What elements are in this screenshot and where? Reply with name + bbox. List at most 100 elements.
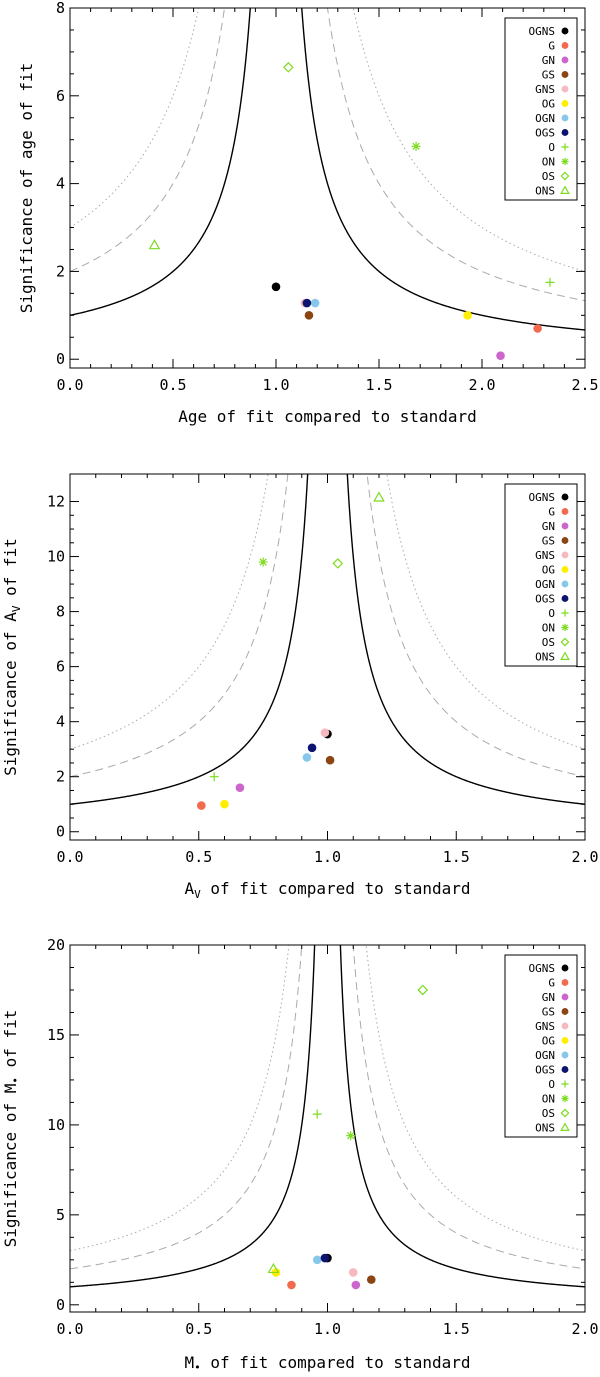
legend-label-os: OS — [542, 1107, 555, 1120]
curve-3-sigma-left — [70, 8, 200, 228]
y-tick-label: 5 — [56, 1206, 65, 1224]
curve-2-sigma-left — [70, 945, 303, 1270]
legend-marker-o — [561, 1080, 569, 1088]
legend-label-ons: ONS — [535, 651, 555, 664]
legend-label-ogs: OGS — [535, 1064, 555, 1077]
curve-3-sigma-left — [70, 474, 269, 750]
legend-label-ogn: OGN — [535, 1049, 555, 1062]
curve-1-sigma-right — [339, 945, 585, 1288]
sigma-curves — [70, 8, 585, 331]
x-tick-label: 0.0 — [56, 1320, 83, 1338]
y-tick-label: 0 — [56, 823, 65, 841]
y-tick-label: 2 — [56, 262, 65, 280]
point-o — [209, 772, 219, 782]
legend-label-gs: GS — [542, 1006, 555, 1019]
point-on — [411, 141, 421, 151]
y-axis-label: Significance of M• of fit — [1, 1010, 22, 1248]
legend-marker-on — [561, 1094, 569, 1103]
legend-marker-ogns — [561, 493, 569, 501]
curve-3-sigma-left — [70, 945, 290, 1252]
legend-label-ogs: OGS — [535, 127, 555, 140]
y-tick-label: 6 — [56, 658, 65, 676]
point-ogn — [302, 753, 312, 762]
legend-label-os: OS — [542, 636, 555, 649]
legend-label-og: OG — [542, 98, 555, 111]
point-on — [346, 1131, 356, 1141]
point-og — [220, 799, 229, 809]
x-tick-label: 1.0 — [262, 376, 289, 394]
point-gs — [366, 1275, 376, 1284]
legend-label-ogn: OGN — [535, 578, 555, 591]
legend-label-ons: ONS — [535, 1122, 555, 1135]
y-tick-label: 2 — [56, 768, 65, 786]
legend-label-gns: GNS — [535, 1020, 555, 1033]
legend-label-on: ON — [542, 622, 555, 635]
sigma-curves — [70, 474, 585, 805]
legend-marker-gs — [561, 1008, 569, 1015]
legend-marker-ons — [560, 651, 570, 660]
legend-label-os: OS — [542, 170, 555, 183]
legend-marker-os — [560, 637, 570, 647]
legend-label-ons: ONS — [535, 185, 555, 198]
legend-marker-ons — [560, 1122, 570, 1131]
point-g — [197, 801, 206, 810]
legend-marker-gns — [561, 85, 569, 93]
legend-marker-og — [561, 100, 569, 107]
point-og — [463, 311, 472, 320]
data-points — [267, 984, 429, 1290]
legend-marker-os — [560, 171, 570, 181]
y-tick-label: 4 — [56, 175, 65, 193]
point-os — [332, 558, 344, 569]
legend-marker-ogn — [561, 114, 569, 122]
point-g — [533, 324, 542, 333]
curve-2-sigma-right — [326, 8, 585, 302]
curve-2-sigma-left — [70, 474, 289, 778]
legend-label-o: O — [548, 1078, 555, 1091]
legend-marker-gn — [561, 993, 569, 1001]
y-tick-label: 6 — [56, 87, 65, 105]
legend-label-g: G — [548, 977, 555, 990]
curve-1-sigma-left — [70, 474, 309, 805]
legend-marker-ogn — [561, 1051, 569, 1059]
legend-label-o: O — [548, 141, 555, 154]
legend-label-og: OG — [542, 1035, 555, 1048]
point-ogs — [302, 298, 312, 308]
x-tick-label: 2.0 — [571, 1320, 598, 1338]
y-axis-label: Significance of AV of fit — [1, 538, 23, 776]
legend-label-gn: GN — [542, 991, 555, 1004]
point-ons — [267, 1262, 280, 1274]
x-tick-label: 1.0 — [314, 848, 341, 866]
point-os — [283, 61, 294, 73]
curve-3-sigma-right — [365, 945, 585, 1252]
legend-marker-ogs — [561, 1066, 569, 1073]
legend-label-gs: GS — [542, 535, 555, 548]
y-tick-label: 10 — [47, 548, 65, 566]
point-gn — [496, 351, 505, 361]
point-o — [545, 277, 555, 287]
curve-1-sigma-right — [301, 8, 585, 331]
x-axis-label: M• of fit compared to standard — [185, 1353, 471, 1374]
data-points — [197, 491, 385, 810]
point-gns — [348, 1268, 358, 1277]
legend-label-gns: GNS — [535, 549, 555, 562]
legend-marker-gs — [561, 71, 569, 78]
x-tick-label: 0.5 — [185, 1320, 212, 1338]
plot-frame — [69, 7, 586, 369]
legend-marker-g — [561, 508, 569, 515]
curve-2-sigma-right — [366, 474, 585, 778]
data-points — [148, 61, 555, 361]
legend-label-on: ON — [542, 1093, 555, 1106]
x-axis-label: Age of fit compared to standard — [178, 407, 477, 426]
y-tick-label: 15 — [47, 1026, 65, 1044]
legend-label-og: OG — [542, 564, 555, 577]
legend-marker-g — [561, 42, 569, 49]
x-tick-label: 2.0 — [468, 376, 495, 394]
point-ons — [148, 239, 161, 250]
legend-label-g: G — [548, 40, 555, 53]
legend-marker-gn — [561, 522, 569, 530]
x-tick-label: 2.0 — [571, 848, 598, 866]
legend-label-g: G — [548, 506, 555, 519]
legend-marker-ogns — [561, 27, 569, 35]
